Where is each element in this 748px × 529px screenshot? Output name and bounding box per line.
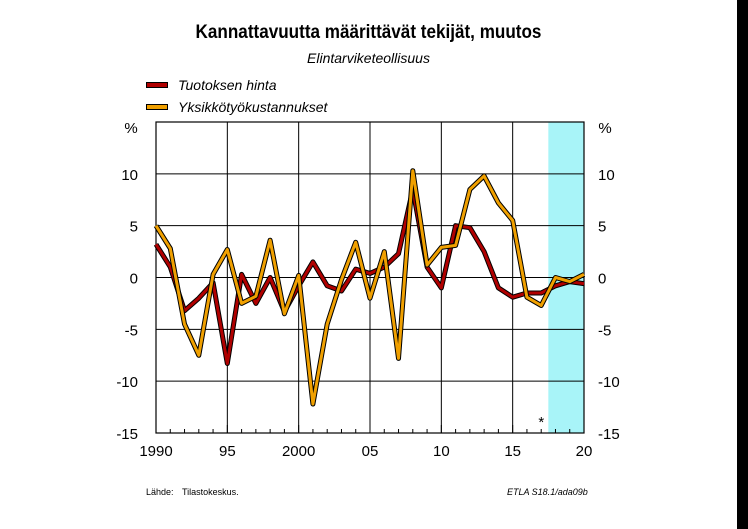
y-tick-label-left: 0	[130, 271, 138, 288]
y-tick-label-right: 5	[598, 219, 606, 236]
y-tick-label-left: 10	[121, 167, 138, 184]
y-tick-label-right: -5	[598, 322, 611, 339]
footer-source-label: Lähde:	[146, 487, 174, 497]
y-tick-label-left: -10	[116, 374, 138, 391]
y-tick-label-right: -15	[598, 426, 620, 443]
x-tick-label: 05	[362, 443, 379, 460]
chart-title: Kannattavuutta määrittävät tekijät, muut…	[195, 22, 542, 43]
x-tick-label: 2000	[282, 443, 315, 460]
y-tick-label-right: 0	[598, 271, 606, 288]
chart-subtitle: Elintarviketeollisuus	[307, 50, 430, 66]
series-tuotoksen-hinta	[153, 186, 585, 366]
legend-label-yksikkotyokustannukset: Yksikkötyökustannukset	[178, 99, 328, 115]
y-tick-label-left: 5	[130, 219, 138, 236]
series-line	[154, 169, 585, 406]
series-line	[154, 187, 585, 365]
y-tick-label-left: -5	[125, 322, 138, 339]
y-tick-label-left: -15	[116, 426, 138, 443]
footer-code: ETLA S18.1/ada09b	[507, 487, 588, 497]
x-tick-label: 95	[219, 443, 236, 460]
x-tick-label: 1990	[139, 443, 172, 460]
forecast-marker: *	[538, 414, 544, 431]
legend-label-tuotoksen-hinta: Tuotoksen hinta	[178, 77, 277, 93]
y-unit-left: %	[124, 120, 137, 137]
x-tick-label: 20	[576, 443, 593, 460]
y-unit-right: %	[598, 120, 611, 137]
x-tick-label: 15	[504, 443, 521, 460]
series-yksikkotyokustannukset	[153, 168, 586, 407]
y-tick-label-right: -10	[598, 374, 620, 391]
legend-swatch-yksikkotyokustannukset	[146, 104, 168, 110]
legend-swatch-tuotoksen-hinta	[146, 82, 168, 88]
y-tick-label-right: 10	[598, 167, 615, 184]
footer-source-value: Tilastokeskus.	[182, 487, 239, 497]
x-tick-label: 10	[433, 443, 450, 460]
